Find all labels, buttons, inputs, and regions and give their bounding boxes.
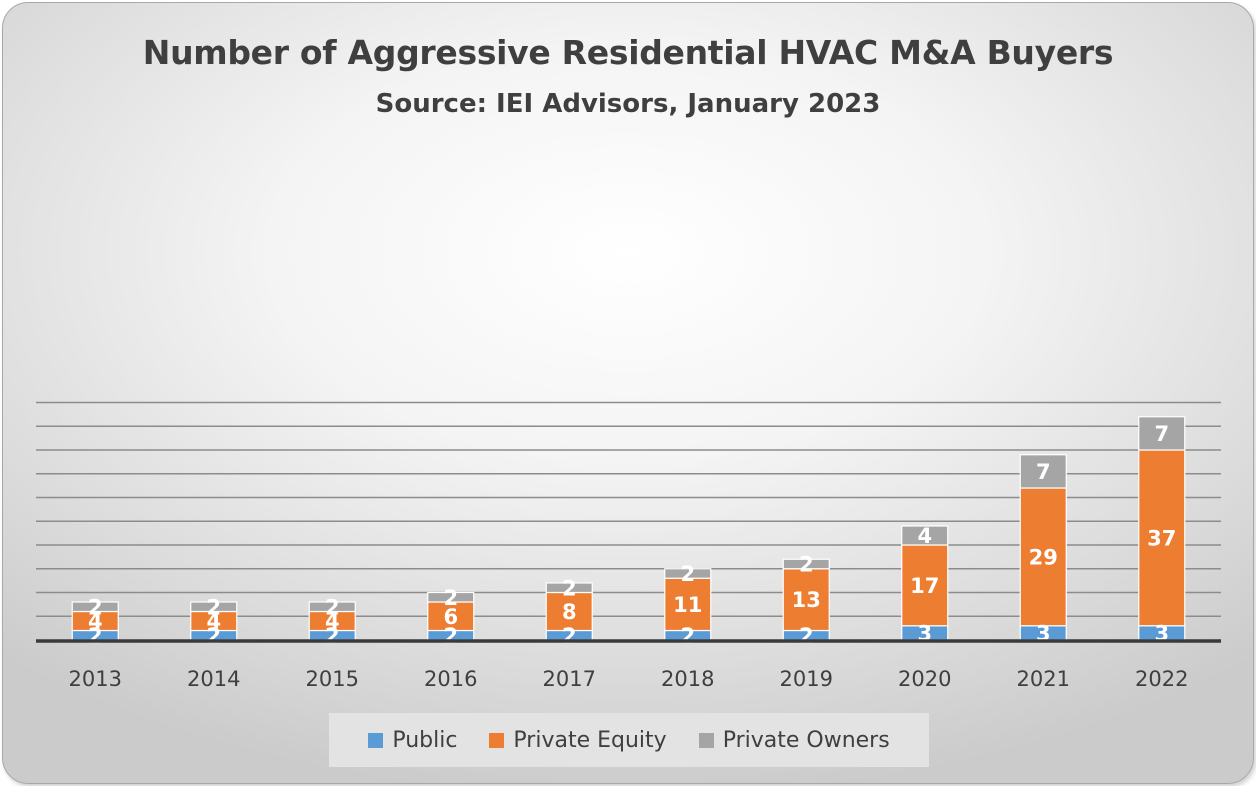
chart-subtitle: Source: IEI Advisors, January 2023 [375, 89, 881, 119]
data-label: 2 [799, 624, 814, 648]
legend-label-private-equity: Private Equity [513, 727, 667, 753]
x-axis: 2013 2014 2015 2016 2017 2018 2019 2020 2021 2022 [36, 639, 1221, 691]
bar-segment-private-owners [427, 591, 475, 603]
bar-segment-private-owners [1019, 454, 1067, 489]
bars [71, 416, 1186, 641]
legend-item-private-owners: Private Owners [698, 727, 890, 753]
data-label: 2 [88, 595, 103, 619]
legend-item-public: Public [368, 728, 457, 753]
data-label: 7 [1036, 460, 1051, 484]
data-label: 2 [680, 562, 695, 586]
x-tick-label: 2015 [306, 667, 359, 691]
bar-segment-private-owners [901, 525, 949, 546]
bar-segment-private-owners [545, 582, 593, 594]
x-tick-label: 2021 [1017, 667, 1070, 691]
data-label: 7 [1154, 422, 1169, 446]
bar-segment-private-owners [190, 601, 238, 613]
bar-segment-private-owners [1138, 416, 1186, 451]
x-tick-label: 2020 [898, 667, 951, 691]
data-label: 2 [206, 595, 221, 619]
legend-item-private-equity: Private Equity [489, 727, 667, 753]
x-tick-label: 2013 [69, 667, 122, 691]
data-label: 8 [562, 600, 577, 624]
x-tick-label: 2019 [780, 667, 833, 691]
legend-swatch-private-owners [698, 732, 714, 748]
data-label: 2 [325, 595, 340, 619]
bar-segment-private-equity [1019, 487, 1067, 627]
bar-segment-private-equity [427, 601, 475, 632]
chart-title: Number of Aggressive Residential HVAC M&… [142, 33, 1114, 72]
bar-segment-private-owners [71, 601, 119, 613]
legend-label-private-owners: Private Owners [722, 727, 890, 753]
data-label: 29 [1029, 545, 1058, 569]
data-label: 2 [443, 586, 458, 610]
legend: Public Private Equity Private Owners [329, 713, 929, 767]
x-tick-label: 2018 [661, 667, 714, 691]
data-label: 13 [792, 588, 821, 612]
legend-label-public: Public [392, 727, 458, 753]
x-tick-label: 2016 [424, 667, 477, 691]
bar-segment-private-equity [782, 568, 830, 632]
data-label: 4 [206, 610, 221, 634]
data-label: 11 [673, 593, 702, 617]
data-label: 4 [917, 524, 932, 548]
bar-segment-private-owners [664, 568, 712, 579]
data-label: 2 [562, 624, 577, 648]
bar-segment-private-owners [782, 558, 830, 570]
bar-segment-private-equity [545, 591, 593, 632]
x-tick-label: 2014 [187, 667, 240, 691]
data-label: 4 [325, 610, 340, 634]
x-tick-label: 2022 [1135, 667, 1188, 691]
data-label: 2 [562, 576, 577, 600]
data-label: 17 [910, 574, 939, 598]
data-label: 6 [443, 605, 458, 629]
bar-segment-private-equity [1138, 449, 1186, 627]
data-label: 37 [1147, 526, 1176, 550]
x-tick-label: 2017 [543, 667, 596, 691]
legend-swatch-private-equity [489, 732, 505, 748]
data-label: 2 [799, 553, 814, 577]
bar-segment-private-equity [664, 577, 712, 632]
data-label: 4 [88, 610, 103, 634]
legend-swatch-public [368, 732, 384, 748]
data-label: 2 [680, 624, 695, 648]
bar-segment-private-owners [308, 601, 356, 613]
